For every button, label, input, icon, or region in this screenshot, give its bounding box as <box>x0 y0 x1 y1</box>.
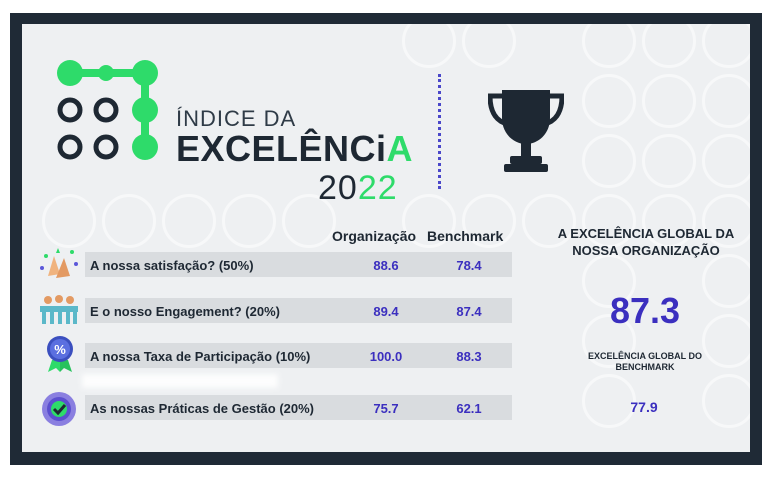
year-accent: 22 <box>357 169 398 207</box>
row-org-value: 100.0 <box>369 349 403 364</box>
row-org-value: 75.7 <box>373 401 399 416</box>
table-row <box>85 343 512 368</box>
row-bench-value: 88.3 <box>456 349 482 364</box>
row-bench-value: 78.4 <box>456 258 482 273</box>
logo-dots-icon <box>57 60 158 160</box>
excelencia-main: EXCELÊNCi <box>176 128 387 169</box>
row-org-value: 88.6 <box>373 258 399 273</box>
row-bench-value: 62.1 <box>456 401 482 416</box>
global-excellence-title: A EXCELÊNCIA GLOBAL DA NOSSA ORGANIZAÇÃO <box>557 226 735 258</box>
svg-text:%: % <box>54 342 66 357</box>
row-label-participacao: A nossa Taxa de Participação (10%) <box>90 349 311 364</box>
table-row <box>85 298 512 323</box>
clapping-hands-icon <box>40 248 78 278</box>
redacted-text-bar <box>82 374 278 388</box>
excellence-index-card: ÍNDICE DA EXCELÊNCiA 2022 Organização Be… <box>22 24 750 452</box>
dotted-divider <box>438 74 441 189</box>
row-bench-value: 87.4 <box>456 304 482 319</box>
check-gear-icon <box>42 392 76 426</box>
trophy-icon <box>488 90 564 172</box>
row-org-value: 89.4 <box>373 304 399 319</box>
table-row <box>85 395 512 420</box>
row-label-praticas: As nossas Práticas de Gestão (20%) <box>90 401 314 416</box>
row-label-engagement: E o nosso Engagement? (20%) <box>90 304 280 319</box>
table-row <box>85 252 512 277</box>
excelencia-accent: A <box>386 128 414 169</box>
benchmark-excellence-value: 77.9 <box>630 399 658 415</box>
col-header-benchmark: Benchmark <box>427 228 504 244</box>
team-icon <box>40 295 78 324</box>
indice-heading: ÍNDICE DA <box>176 106 297 131</box>
row-label-satisfacao: A nossa satisfação? (50%) <box>90 258 254 273</box>
percent-badge-icon: % <box>47 336 73 372</box>
col-header-organizacao: Organização <box>332 228 417 244</box>
year-heading: 2022 <box>318 169 398 208</box>
year-main: 20 <box>318 169 358 207</box>
global-excellence-value: 87.3 <box>609 290 681 331</box>
excelencia-heading: EXCELÊNCiA <box>176 128 413 170</box>
benchmark-excellence-title: EXCELÊNCIA GLOBAL DO BENCHMARK <box>587 351 702 372</box>
